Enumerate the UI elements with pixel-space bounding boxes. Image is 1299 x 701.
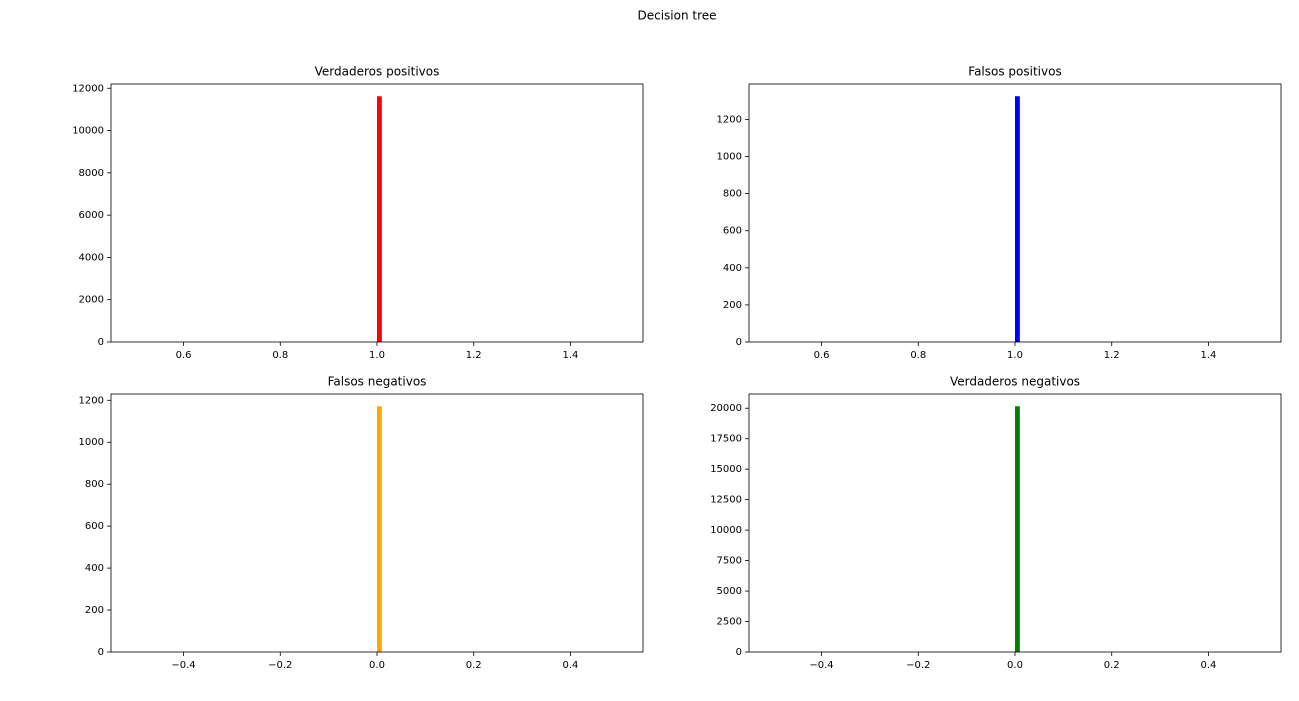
- y-tick-label: 2000: [79, 295, 104, 306]
- x-tick-label: 1.2: [1104, 350, 1120, 361]
- y-tick-label: 20000: [710, 403, 742, 414]
- y-tick-label: 200: [723, 300, 742, 311]
- y-tick-label: 5000: [717, 586, 742, 597]
- y-tick-label: 1200: [79, 395, 104, 406]
- x-tick-label: 1.2: [466, 350, 482, 361]
- histogram-bar: [1015, 96, 1020, 343]
- y-tick-label: 600: [723, 226, 742, 237]
- y-tick-label: 8000: [79, 168, 104, 179]
- y-tick-label: 0: [736, 647, 742, 658]
- x-tick-label: 0.4: [1201, 660, 1217, 671]
- y-tick-label: 7500: [717, 556, 742, 567]
- y-tick-label: 12500: [710, 495, 742, 506]
- x-tick-label: 0.2: [466, 660, 482, 671]
- x-tick-label: 0.4: [563, 660, 579, 671]
- x-tick-label: −0.4: [171, 660, 195, 671]
- y-tick-label: 200: [85, 605, 104, 616]
- y-tick-label: 1000: [79, 437, 104, 448]
- x-tick-label: −0.2: [906, 660, 930, 671]
- subplot-title: Falsos negativos: [328, 375, 427, 389]
- x-tick-label: 0.6: [814, 350, 830, 361]
- y-tick-label: 800: [723, 189, 742, 200]
- x-tick-label: 0.6: [176, 350, 192, 361]
- x-tick-label: 0.0: [1007, 660, 1023, 671]
- x-tick-label: −0.4: [809, 660, 833, 671]
- y-tick-label: 600: [85, 521, 104, 532]
- y-tick-label: 0: [736, 337, 742, 348]
- x-tick-label: 1.0: [369, 350, 385, 361]
- histogram-bar: [1015, 406, 1020, 652]
- x-tick-label: 0.8: [910, 350, 926, 361]
- y-tick-label: 10000: [72, 126, 104, 137]
- x-tick-label: 0.0: [369, 660, 385, 671]
- x-tick-label: 1.0: [1007, 350, 1023, 361]
- x-tick-label: 0.2: [1104, 660, 1120, 671]
- x-tick-label: 1.4: [563, 350, 579, 361]
- subplot-title: Falsos positivos: [968, 65, 1061, 79]
- y-tick-label: 0: [98, 647, 104, 658]
- y-tick-label: 12000: [72, 83, 104, 94]
- y-tick-label: 800: [85, 479, 104, 490]
- y-tick-label: 400: [85, 563, 104, 574]
- y-tick-label: 0: [98, 337, 104, 348]
- y-tick-label: 15000: [710, 464, 742, 475]
- y-tick-label: 10000: [710, 525, 742, 536]
- histogram-bar: [377, 96, 382, 343]
- subplot-title: Verdaderos negativos: [950, 375, 1080, 389]
- y-tick-label: 2500: [717, 617, 742, 628]
- subplot-title: Verdaderos positivos: [315, 65, 440, 79]
- y-tick-label: 17500: [710, 434, 742, 445]
- histogram-bar: [377, 406, 382, 652]
- x-tick-label: 1.4: [1201, 350, 1217, 361]
- y-tick-label: 1000: [717, 152, 742, 163]
- y-tick-label: 1200: [717, 114, 742, 125]
- y-tick-label: 4000: [79, 252, 104, 263]
- x-tick-label: −0.2: [268, 660, 292, 671]
- y-tick-label: 6000: [79, 210, 104, 221]
- y-tick-label: 400: [723, 263, 742, 274]
- x-tick-label: 0.8: [272, 350, 288, 361]
- figure-title: Decision tree: [637, 9, 716, 23]
